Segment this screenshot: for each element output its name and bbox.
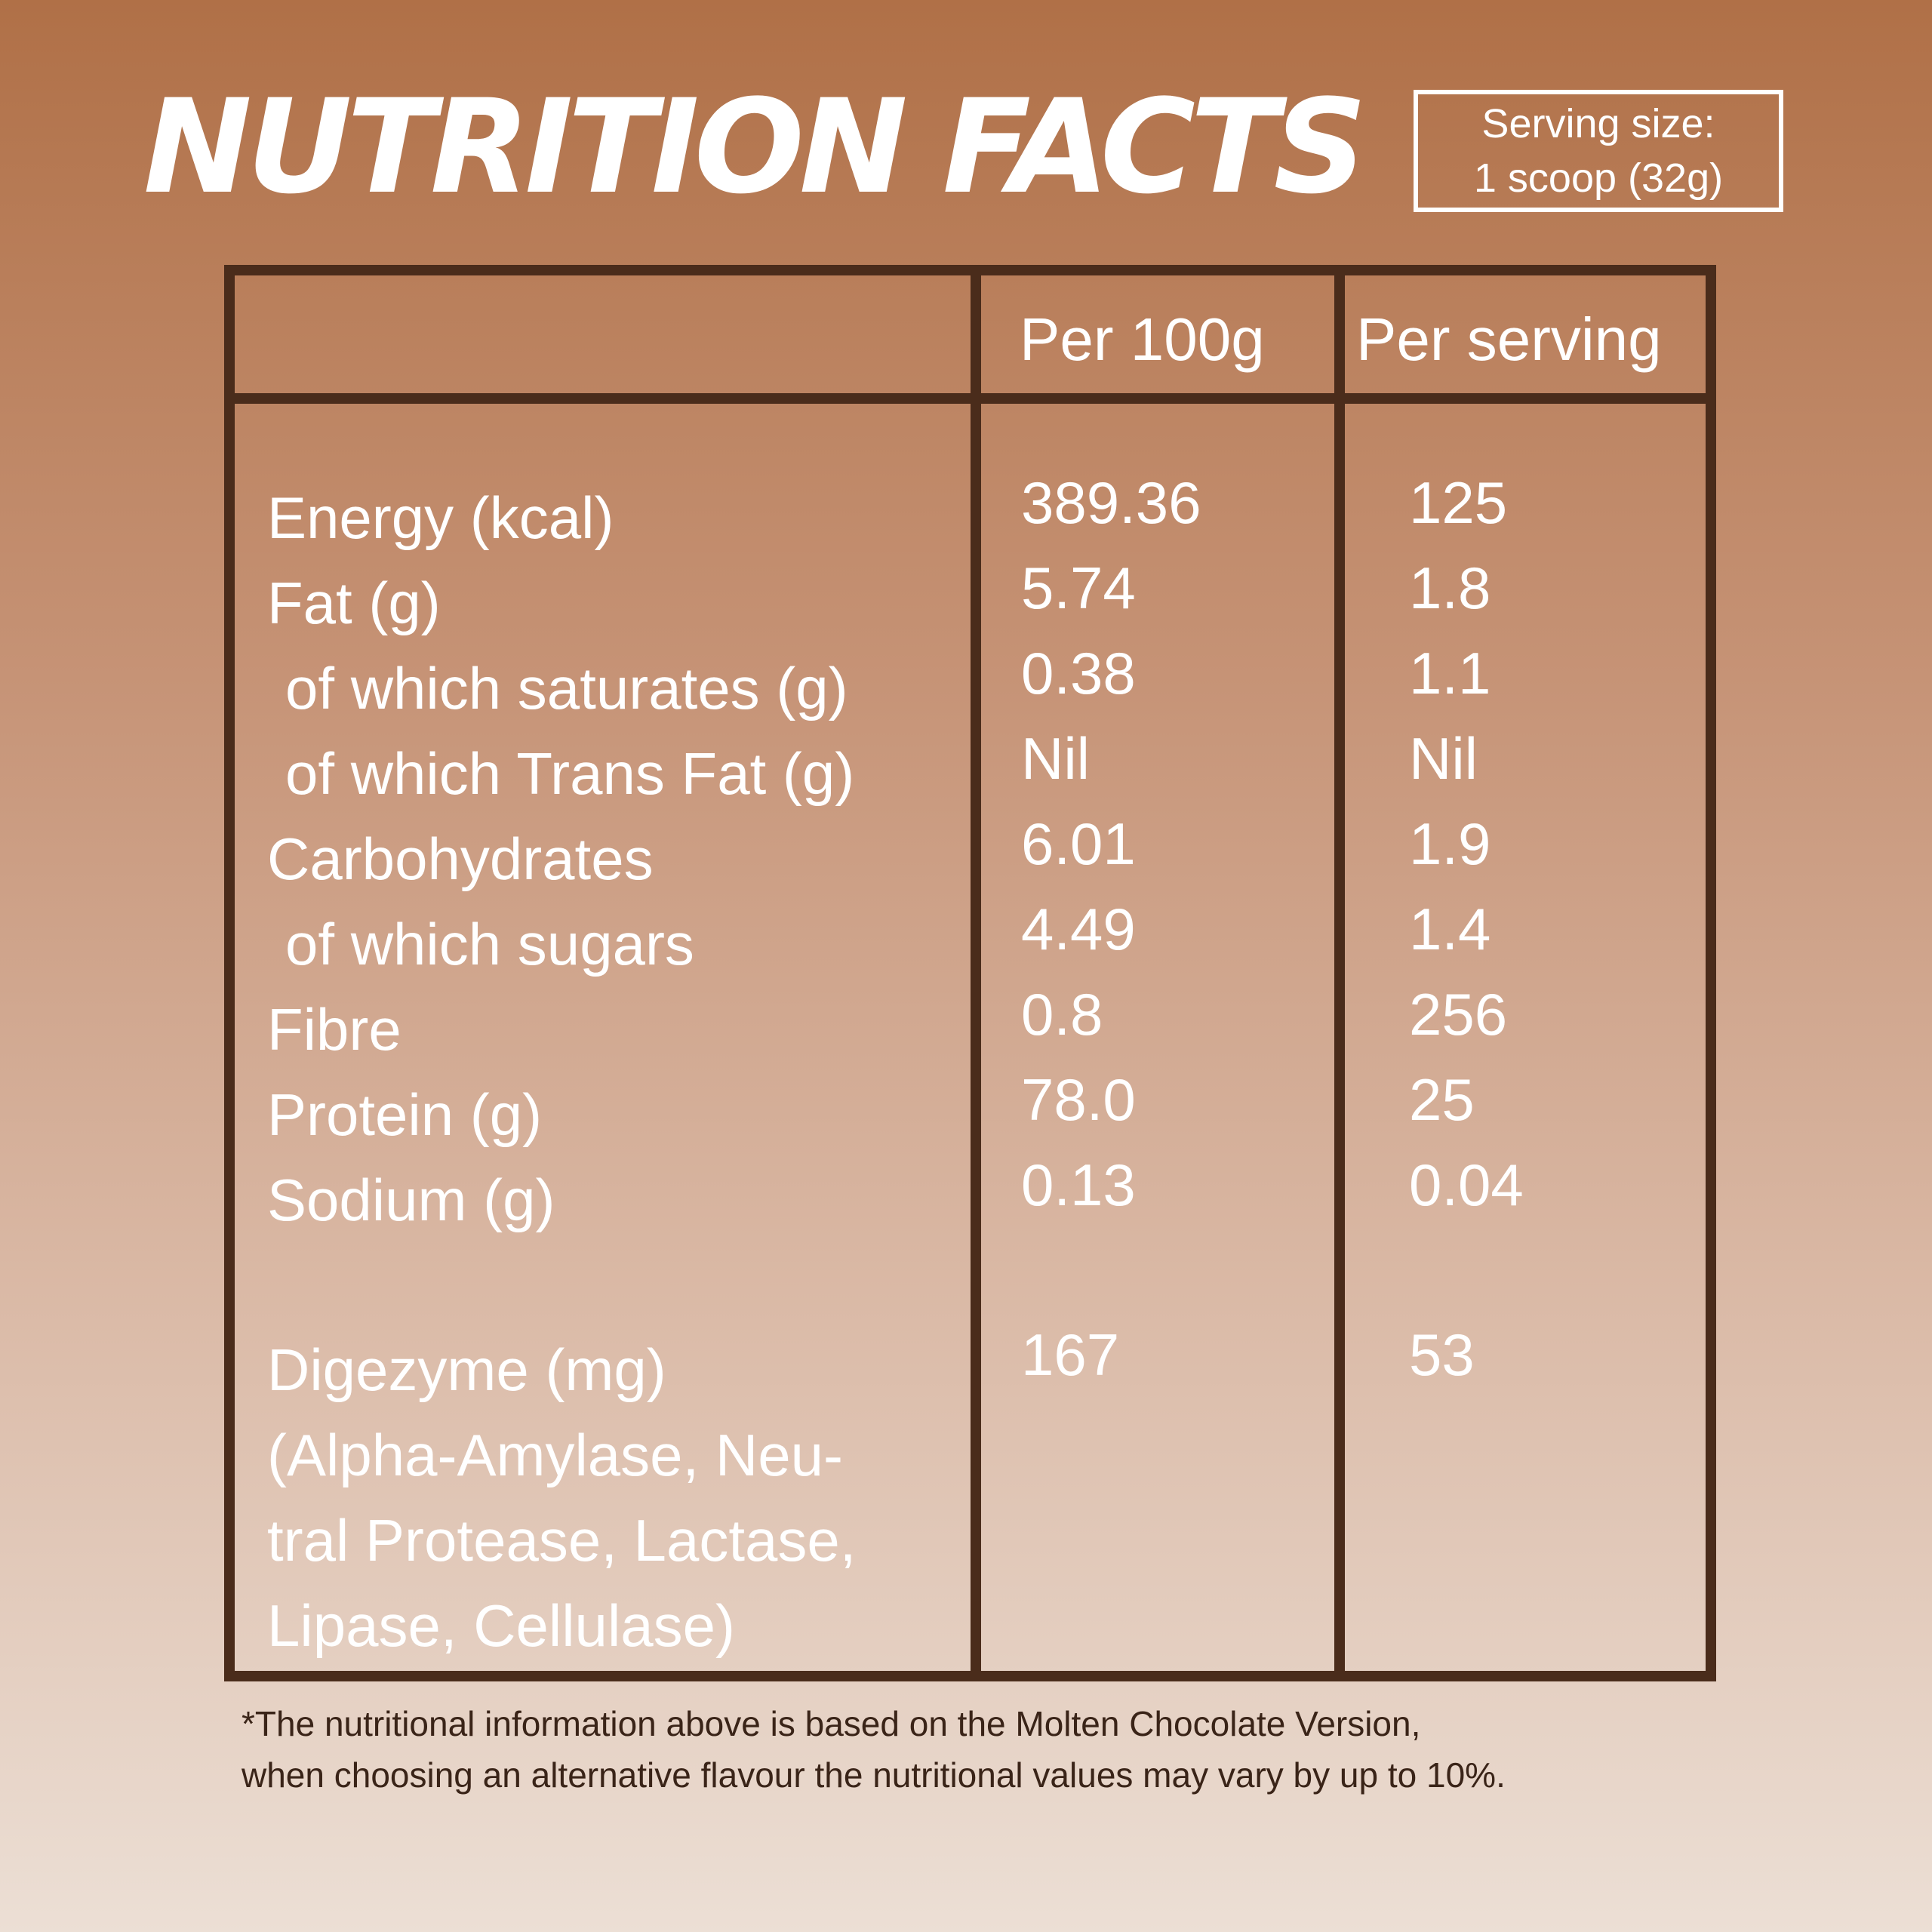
nutrient-label-energy: Energy (kcal) (267, 485, 614, 551)
value-per-serving: 256 (1409, 981, 1508, 1048)
enzyme-value-per-100g: 167 (1021, 1321, 1120, 1388)
value-per-serving: 1.9 (1409, 811, 1491, 877)
nutrient-label-carbohydrates: Carbohydrates (267, 826, 654, 892)
value-per-100g: 6.01 (1021, 811, 1136, 877)
column-divider (971, 275, 981, 1671)
column-header-per-100g: Per 100g (1020, 306, 1265, 373)
enzyme-label-line: (Alpha-Amylase, Neu- (267, 1422, 843, 1488)
column-divider (1334, 275, 1345, 1671)
enzyme-label-line: tral Protease, Lactase, (267, 1507, 857, 1574)
footnote-line: when choosing an alternative flavour the… (242, 1755, 1506, 1795)
value-per-serving: 125 (1409, 469, 1508, 536)
nutrient-label-fat: Fat (g) (267, 570, 441, 636)
value-per-100g: 0.38 (1021, 640, 1136, 706)
value-per-100g: 5.74 (1021, 555, 1136, 621)
serving-size-label: Serving size: (1481, 101, 1715, 146)
value-per-serving: 1.4 (1409, 896, 1491, 962)
page-title: NUTRITION FACTS (143, 71, 1367, 223)
value-per-100g: 0.13 (1021, 1152, 1136, 1218)
nutrition-table: Per 100g Per serving Energy (kcal) Fat (… (224, 265, 1716, 1681)
footnote-line: *The nutritional information above is ba… (242, 1704, 1421, 1743)
enzyme-value-per-serving: 53 (1409, 1321, 1475, 1388)
serving-size-value: 1 scoop (32g) (1473, 155, 1724, 201)
value-per-serving: 0.04 (1409, 1152, 1524, 1218)
nutrient-label-fibre: Fibre (267, 996, 401, 1063)
serving-size-box: Serving size: 1 scoop (32g) (1414, 90, 1783, 212)
column-header-per-serving: Per serving (1356, 306, 1662, 373)
per-serving-values: 125 1.8 1.1 Nil 1.9 1.4 256 25 0.04 53 (1409, 460, 1524, 1398)
value-per-serving: 25 (1409, 1066, 1475, 1133)
nutrient-label-saturates: of which saturates (g) (285, 655, 848, 721)
value-per-100g: 389.36 (1021, 469, 1201, 536)
enzyme-label-line: Digezyme (mg) (267, 1337, 666, 1403)
footnote: *The nutritional information above is ba… (242, 1698, 1751, 1801)
nutrient-label-sugars: of which sugars (285, 911, 694, 977)
enzyme-label-line: Lipase, Cellulase) (267, 1592, 736, 1659)
nutrient-label-trans-fat: of which Trans Fat (g) (285, 740, 855, 807)
per-100g-values: 389.36 5.74 0.38 Nil 6.01 4.49 0.8 78.0 … (1021, 460, 1201, 1398)
value-per-serving: 1.8 (1409, 555, 1491, 621)
value-per-100g: Nil (1021, 725, 1090, 792)
nutrient-label-sodium: Sodium (g) (267, 1167, 555, 1233)
value-per-serving: 1.1 (1409, 640, 1491, 706)
nutrient-label-protein: Protein (g) (267, 1081, 543, 1148)
value-per-100g: 0.8 (1021, 981, 1103, 1048)
value-per-100g: 4.49 (1021, 896, 1136, 962)
value-per-serving: Nil (1409, 725, 1478, 792)
nutrient-labels: Energy (kcal) Fat (g) of which saturates… (267, 475, 856, 1669)
value-per-100g: 78.0 (1021, 1066, 1136, 1133)
header-divider (235, 393, 1706, 404)
